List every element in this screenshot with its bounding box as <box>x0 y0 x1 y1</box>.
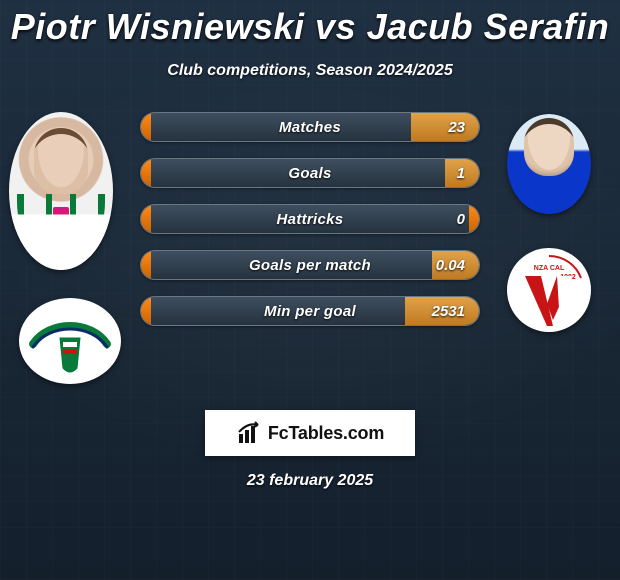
stat-bar: Min per goal 2531 <box>140 296 480 326</box>
fctables-watermark: FcTables.com <box>205 410 415 456</box>
stat-bars: Matches 23 Goals 1 Hattricks 0 <box>140 112 480 342</box>
player-left-sponsor-badge <box>53 207 69 223</box>
stat-right-value: 0.04 <box>436 251 465 279</box>
player-photo-right <box>507 114 591 214</box>
player-left-head <box>34 128 88 194</box>
subtitle: Club competitions, Season 2024/2025 <box>0 62 620 80</box>
stat-label: Hattricks <box>141 205 479 233</box>
player-right-head <box>524 118 574 176</box>
stat-right-value: 1 <box>457 159 465 187</box>
lechia-crest-icon <box>19 298 121 384</box>
svg-text:NZA CAL: NZA CAL <box>534 265 565 272</box>
vicenza-crest-icon: NZA CAL 1902 <box>507 248 591 332</box>
stat-right-value: 0 <box>457 205 465 233</box>
stat-label: Matches <box>141 113 479 141</box>
page-title: Piotr Wisniewski vs Jacub Serafin <box>0 0 620 48</box>
stat-right-value: 2531 <box>432 297 465 325</box>
stat-bar: Goals 1 <box>140 158 480 188</box>
club-logo-left <box>19 298 121 384</box>
stat-bar: Matches 23 <box>140 112 480 142</box>
content-area: NZA CAL 1902 Matches 23 Goals 1 <box>0 108 620 388</box>
fctables-label: FcTables.com <box>268 423 384 444</box>
club-logo-right: NZA CAL 1902 <box>507 248 591 332</box>
stat-right-value: 23 <box>448 113 465 141</box>
fctables-logo-icon <box>236 420 262 446</box>
player-left-jersey <box>17 194 104 260</box>
stat-label: Min per goal <box>141 297 479 325</box>
stat-bar: Goals per match 0.04 <box>140 250 480 280</box>
player-photo-left <box>9 112 113 270</box>
comparison-card: Piotr Wisniewski vs Jacub Serafin Club c… <box>0 0 620 580</box>
stat-label: Goals per match <box>141 251 479 279</box>
date-text: 23 february 2025 <box>0 472 620 490</box>
stat-bar: Hattricks 0 <box>140 204 480 234</box>
stat-label: Goals <box>141 159 479 187</box>
